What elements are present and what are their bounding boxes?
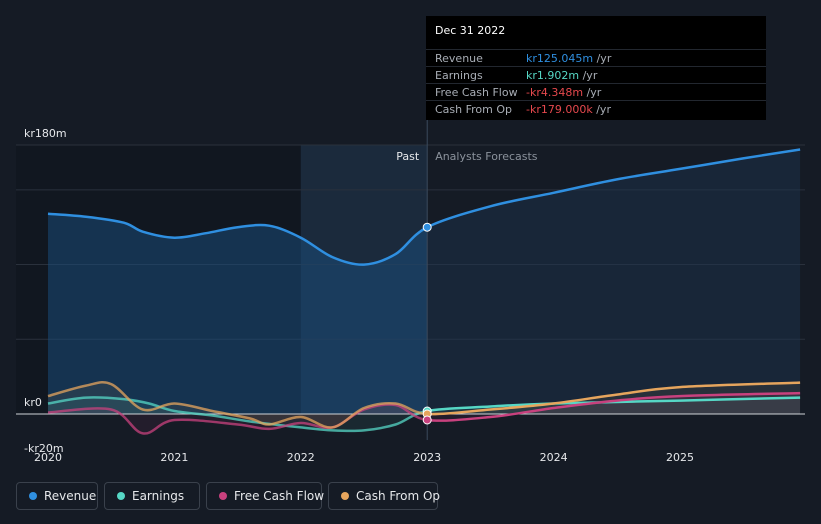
series-area-earnings xyxy=(48,397,801,431)
marker-free_cash_flow xyxy=(422,415,432,425)
tooltip-label: Earnings xyxy=(435,69,483,82)
x-tick-label: 2023 xyxy=(413,451,441,464)
legend-label: Cash From Op xyxy=(356,489,441,503)
tooltip-value: kr125.045m xyxy=(526,52,594,65)
legend-dot-icon xyxy=(29,492,37,500)
tooltip-value: kr1.902m xyxy=(526,69,580,82)
legend-dot-icon xyxy=(219,492,227,500)
x-tick-label: 2025 xyxy=(666,451,694,464)
y-axis-labels: kr180m kr0 -kr20m xyxy=(24,127,67,455)
x-tick-label: 2022 xyxy=(287,451,315,464)
tooltip-value: -kr179.000k xyxy=(526,103,593,116)
tooltip-label: Revenue xyxy=(435,52,483,65)
legend-label: Revenue xyxy=(44,489,97,503)
tooltip-unit: /yr xyxy=(579,69,598,82)
tooltip-row-free-cash-flow: Free Cash Flow -kr4.348m /yr xyxy=(426,83,766,101)
series-line-revenue-forecast xyxy=(427,148,801,229)
legend-dot-icon xyxy=(117,492,125,500)
series-lines xyxy=(47,148,801,435)
x-tick-label: 2024 xyxy=(540,451,568,464)
x-axis-labels: 2020 2021 2022 2023 2024 2025 xyxy=(34,451,694,464)
series-line-earnings-past xyxy=(47,396,428,433)
tooltip-date: Dec 31 2022 xyxy=(435,24,506,37)
series-area-revenue-past xyxy=(48,213,428,414)
tooltip-value: -kr4.348m xyxy=(526,86,584,99)
legend-item-free-cash-flow[interactable]: Free Cash Flow xyxy=(206,482,325,510)
series-area-cash_from_op xyxy=(48,382,801,428)
series-line-cash_from_op-past xyxy=(47,381,428,429)
x-tick-label: 2020 xyxy=(34,451,62,464)
legend-dot-icon xyxy=(341,492,349,500)
tooltip-row-revenue: Revenue kr125.045m /yr xyxy=(426,49,766,67)
tooltip-row-earnings: Earnings kr1.902m /yr xyxy=(426,66,766,84)
legend-item-earnings[interactable]: Earnings xyxy=(104,482,200,510)
y-tick-label: kr180m xyxy=(24,127,67,140)
tooltip-label: Cash From Op xyxy=(435,103,513,116)
marker-revenue xyxy=(422,222,432,232)
series-line-revenue-past xyxy=(47,212,428,266)
hover-markers xyxy=(422,222,432,425)
series-line-free_cash_flow-forecast xyxy=(427,391,801,422)
tooltip-unit: /yr xyxy=(592,103,611,116)
tooltip-row-cash-from-op: Cash From Op -kr179.000k /yr xyxy=(426,100,766,118)
data-tooltip: Dec 31 2022 Revenue kr125.045m /yr Earni… xyxy=(426,16,766,120)
legend-label: Free Cash Flow xyxy=(234,489,325,503)
series-area-revenue-forecast xyxy=(427,149,801,414)
past-region-label: Past xyxy=(396,150,420,163)
tooltip-unit: /yr xyxy=(593,52,612,65)
x-tick-label: 2021 xyxy=(160,451,188,464)
series-line-cash_from_op-forecast xyxy=(427,381,801,416)
legend-item-revenue[interactable]: Revenue xyxy=(16,482,98,510)
forecast-region-label: Analysts Forecasts xyxy=(435,150,538,163)
y-tick-label: kr0 xyxy=(24,396,42,409)
y-tick-label: -kr20m xyxy=(24,442,64,455)
legend-label: Earnings xyxy=(132,489,185,503)
legend-item-cash-from-op[interactable]: Cash From Op xyxy=(328,482,441,510)
tooltip-unit: /yr xyxy=(583,86,602,99)
tooltip-label: Free Cash Flow xyxy=(435,86,518,99)
